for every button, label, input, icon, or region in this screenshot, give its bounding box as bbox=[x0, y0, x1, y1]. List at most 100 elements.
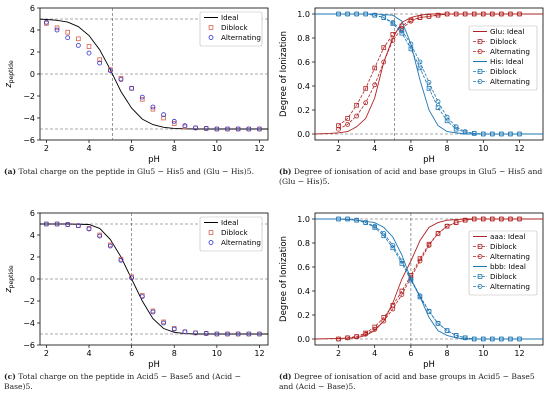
x-tick-label: 6 bbox=[408, 144, 413, 153]
y-tick-label: 6 bbox=[30, 4, 35, 13]
data-point-circle bbox=[107, 243, 113, 249]
data-point-square bbox=[390, 32, 396, 37]
data-point-circle bbox=[426, 243, 432, 248]
data-point-circle bbox=[489, 11, 495, 17]
data-point-circle bbox=[139, 294, 145, 299]
legend-label: Diblock bbox=[221, 228, 248, 237]
data-point-circle bbox=[246, 331, 252, 337]
y-tick-label: 1.0 bbox=[297, 10, 310, 19]
data-point-circle bbox=[225, 331, 230, 337]
y-tick-label: −6 bbox=[23, 341, 35, 350]
data-point-circle bbox=[399, 292, 405, 297]
data-point-circle bbox=[97, 233, 103, 239]
data-point-square bbox=[345, 116, 350, 121]
legend-label: Alternating bbox=[490, 282, 530, 291]
data-point-circle bbox=[150, 309, 156, 315]
caption-label-b: (b) bbox=[279, 167, 292, 176]
y-label-sub: peptide bbox=[8, 265, 15, 288]
y-tick-label: −2 bbox=[23, 297, 35, 306]
data-point-circle bbox=[129, 275, 135, 281]
data-point-circle bbox=[43, 221, 49, 227]
data-point-circle bbox=[214, 331, 220, 337]
data-point-circle bbox=[372, 327, 378, 332]
data-point-circle bbox=[214, 126, 220, 132]
series-dash-line bbox=[338, 13, 520, 130]
data-point-circle bbox=[417, 258, 423, 264]
legend-marker-circle bbox=[477, 254, 483, 259]
data-point-circle bbox=[444, 328, 450, 333]
legend-box bbox=[468, 25, 538, 91]
data-point-circle bbox=[363, 331, 369, 337]
y-tick-label: −6 bbox=[23, 136, 35, 145]
data-point-circle bbox=[225, 126, 230, 132]
chart-panel-d: 2 4 6 8 10 12 0.0 0.2 0.4 0.6 0.8 1.0 pH Degree of Io… bbox=[275, 205, 550, 410]
plot-frame bbox=[314, 7, 544, 141]
data-point-circle bbox=[498, 11, 504, 17]
caption-a: (a) Total charge on the peptide in Glu5 … bbox=[4, 167, 272, 177]
y-tick-label: 0.8 bbox=[297, 34, 310, 43]
y-tick-label: 6 bbox=[30, 209, 35, 218]
data-point-circle bbox=[118, 77, 124, 82]
data-point-circle bbox=[235, 126, 241, 132]
data-point-circle bbox=[336, 336, 341, 342]
data-point-square bbox=[97, 57, 102, 62]
y-tick-label: 0.2 bbox=[297, 311, 310, 320]
data-point-circle bbox=[372, 82, 378, 88]
data-point-circle bbox=[480, 216, 486, 222]
caption-text-d: Degree of ionisation of acid and base gr… bbox=[279, 372, 535, 391]
x-tick-label: 2 bbox=[336, 144, 341, 153]
data-point-circle bbox=[517, 336, 522, 342]
legend-label: Alternating bbox=[221, 238, 261, 247]
x-tick-label: 8 bbox=[445, 144, 450, 153]
legend-box bbox=[199, 11, 263, 47]
data-point-circle bbox=[435, 99, 441, 104]
data-point-square bbox=[435, 105, 441, 110]
data-point-circle bbox=[336, 126, 341, 132]
data-point-circle bbox=[435, 321, 441, 326]
data-point-circle bbox=[182, 329, 188, 335]
x-tick-label: 10 bbox=[212, 349, 222, 358]
x-tick-label: 4 bbox=[372, 349, 377, 358]
data-point-circle bbox=[65, 35, 71, 41]
x-tick-label: 8 bbox=[445, 349, 450, 358]
data-point-circle bbox=[471, 336, 477, 342]
legend-label: Glu: Ideal bbox=[490, 27, 524, 36]
data-point-circle bbox=[489, 216, 495, 222]
data-point-circle bbox=[444, 114, 450, 120]
series-dash-line bbox=[338, 13, 520, 135]
x-tick-label: 12 bbox=[254, 144, 264, 153]
legend-marker-square bbox=[477, 244, 483, 249]
data-point-circle bbox=[65, 222, 71, 227]
data-point-square bbox=[139, 97, 145, 102]
legend-label: Alternating bbox=[221, 33, 261, 42]
caption-label-d: (d) bbox=[279, 372, 292, 381]
series-line bbox=[39, 18, 268, 130]
legend-label: Diblock bbox=[221, 23, 248, 32]
ionization-chart-d: 2 4 6 8 10 12 0.0 0.2 0.4 0.6 0.8 1.0 pH Degree of Io… bbox=[279, 212, 544, 370]
data-point-circle bbox=[426, 13, 432, 19]
x-tick-label: 4 bbox=[86, 349, 91, 358]
data-point-circle bbox=[345, 122, 350, 127]
data-point-circle bbox=[408, 276, 414, 282]
x-tick-label: 6 bbox=[129, 144, 134, 153]
legend-label: Alternating bbox=[490, 77, 530, 86]
series-line bbox=[314, 13, 543, 135]
x-tick-label: 6 bbox=[129, 349, 134, 358]
legend-marker-circle bbox=[477, 49, 483, 54]
y-tick-label: 0.6 bbox=[297, 263, 310, 272]
y-label-sub: peptide bbox=[8, 60, 15, 83]
y-tick-label: 0.6 bbox=[297, 58, 310, 67]
y-tick-label: 4 bbox=[30, 231, 35, 240]
data-point-circle bbox=[517, 216, 522, 222]
x-tick-label: 10 bbox=[212, 144, 222, 153]
data-point-circle bbox=[54, 27, 60, 33]
data-point-circle bbox=[43, 19, 49, 25]
data-point-circle bbox=[462, 129, 468, 135]
data-point-circle bbox=[203, 126, 209, 131]
x-tick-label: 4 bbox=[86, 144, 91, 153]
legend-marker-circle bbox=[477, 79, 483, 84]
data-point-circle bbox=[435, 12, 441, 18]
data-point-circle bbox=[336, 11, 341, 17]
ionization-chart-b: 2 4 6 8 10 12 0.0 0.2 0.4 0.6 0.8 1.0 pH Degree of Io… bbox=[279, 7, 544, 165]
data-point-circle bbox=[390, 306, 396, 312]
